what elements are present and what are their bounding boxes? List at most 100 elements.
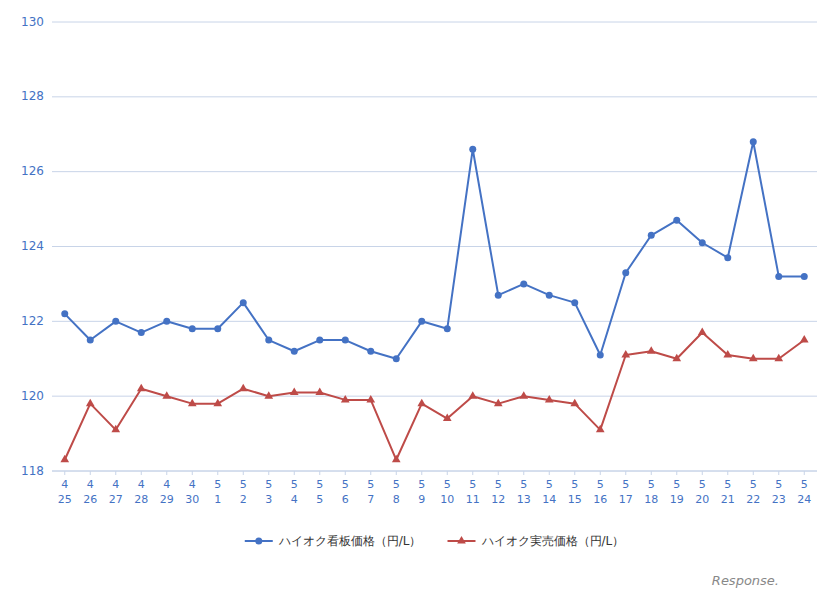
month-label: 5	[214, 478, 221, 491]
y-tick-label: 120	[21, 389, 44, 403]
point	[570, 399, 579, 407]
point	[239, 384, 248, 392]
chart: 1181201221241261281302526272829301234567…	[0, 0, 839, 599]
x-tick-label: 2	[240, 493, 247, 506]
series	[60, 328, 808, 463]
y-tick-label: 118	[21, 464, 44, 478]
point	[60, 455, 69, 463]
point	[137, 384, 146, 392]
point	[392, 455, 401, 463]
series	[61, 138, 808, 362]
x-tick	[498, 471, 499, 475]
x-tick	[421, 471, 422, 475]
point	[213, 399, 222, 407]
month-label: 4	[112, 478, 119, 491]
annotations: 444444555555555555555555555555Response.	[61, 478, 808, 588]
point	[265, 337, 272, 344]
x-tick-label: 16	[593, 493, 607, 506]
point	[520, 280, 527, 287]
point	[621, 350, 630, 358]
month-label: 5	[750, 478, 757, 491]
month-label: 4	[138, 478, 145, 491]
x-tick-label: 13	[517, 493, 531, 506]
x-tick-label: 19	[670, 493, 684, 506]
x-tick-label: 28	[134, 493, 148, 506]
x-tick	[345, 471, 346, 475]
x-tick-label: 30	[185, 493, 199, 506]
month-label: 5	[342, 478, 349, 491]
x-tick	[702, 471, 703, 475]
x-tick-label: 29	[160, 493, 174, 506]
x-tick-label: 8	[393, 493, 400, 506]
x-tick	[778, 471, 779, 475]
month-label: 5	[367, 478, 374, 491]
point	[571, 299, 578, 306]
month-label: 5	[622, 478, 629, 491]
month-label: 5	[699, 478, 706, 491]
point	[342, 337, 349, 344]
month-label: 4	[189, 478, 196, 491]
month-label: 4	[61, 478, 68, 491]
x-tick	[753, 471, 754, 475]
x-tick-label: 6	[342, 493, 349, 506]
point	[775, 273, 782, 280]
point	[774, 354, 783, 362]
legend-label: ハイオク看板価格（円/L）	[278, 534, 422, 548]
month-label: 5	[240, 478, 247, 491]
x-axis: 2526272829301234567891011121314151617181…	[52, 471, 817, 506]
grid-line	[52, 171, 817, 172]
legend-marker	[457, 536, 466, 544]
month-label: 5	[444, 478, 451, 491]
line	[65, 142, 805, 359]
point	[366, 395, 375, 403]
month-label: 5	[775, 478, 782, 491]
month-label: 5	[495, 478, 502, 491]
month-label: 5	[265, 478, 272, 491]
x-tick-label: 15	[568, 493, 582, 506]
x-tick	[472, 471, 473, 475]
point	[87, 337, 94, 344]
month-label: 5	[291, 478, 298, 491]
legend-label: ハイオク実売価格（円/L）	[481, 534, 625, 548]
point	[749, 354, 758, 362]
plot-data	[60, 138, 808, 462]
x-tick-label: 24	[797, 493, 811, 506]
x-tick	[804, 471, 805, 475]
x-tick	[115, 471, 116, 475]
x-tick	[574, 471, 575, 475]
point	[443, 414, 452, 422]
month-label: 5	[673, 478, 680, 491]
x-tick	[294, 471, 295, 475]
point	[290, 387, 299, 395]
x-tick	[268, 471, 269, 475]
month-label: 5	[724, 478, 731, 491]
point	[112, 318, 119, 325]
month-label: 5	[418, 478, 425, 491]
point	[316, 337, 323, 344]
y-grid	[52, 22, 817, 471]
month-label: 5	[648, 478, 655, 491]
point	[750, 138, 757, 145]
x-tick-label: 25	[58, 493, 72, 506]
point	[367, 348, 374, 355]
x-tick-label: 9	[418, 493, 425, 506]
y-axis: 118120122124126128130	[21, 15, 44, 478]
point	[647, 346, 656, 354]
x-tick-label: 1	[214, 493, 221, 506]
point	[519, 391, 528, 399]
point	[723, 350, 732, 358]
point	[86, 399, 95, 407]
month-label: 4	[87, 478, 94, 491]
point	[648, 232, 655, 239]
legend-item: ハイオク看板価格（円/L）	[245, 534, 422, 548]
point	[597, 352, 604, 359]
legend-marker	[255, 538, 262, 545]
background	[0, 0, 839, 599]
y-tick-label: 130	[21, 15, 44, 29]
month-label: 4	[163, 478, 170, 491]
month-label: 5	[546, 478, 553, 491]
point	[699, 239, 706, 246]
x-tick-label: 27	[109, 493, 123, 506]
point	[188, 399, 197, 407]
x-tick	[651, 471, 652, 475]
